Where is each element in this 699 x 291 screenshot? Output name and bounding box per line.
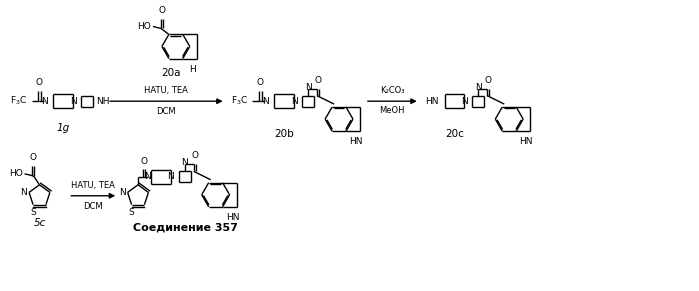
Text: NH: NH bbox=[96, 97, 110, 106]
Text: 20b: 20b bbox=[275, 129, 294, 139]
Text: DCM: DCM bbox=[83, 202, 103, 211]
Text: HATU, TEA: HATU, TEA bbox=[71, 181, 115, 190]
Text: N: N bbox=[70, 97, 77, 106]
Text: O: O bbox=[485, 76, 492, 85]
Text: 1g: 1g bbox=[57, 123, 70, 133]
Text: N: N bbox=[475, 83, 482, 92]
Text: O: O bbox=[315, 76, 322, 85]
Text: F$_3$C: F$_3$C bbox=[231, 95, 248, 107]
Text: S: S bbox=[30, 207, 36, 217]
Text: N: N bbox=[119, 188, 126, 197]
Text: 20c: 20c bbox=[445, 129, 464, 139]
Text: N: N bbox=[291, 97, 298, 106]
Text: N: N bbox=[41, 97, 48, 106]
Text: 20a: 20a bbox=[161, 68, 180, 78]
Text: F$_3$C: F$_3$C bbox=[10, 95, 27, 107]
Text: N: N bbox=[168, 172, 174, 181]
Text: S: S bbox=[129, 207, 134, 217]
Text: Соединение 357: Соединение 357 bbox=[134, 223, 238, 233]
Text: HN: HN bbox=[424, 97, 438, 106]
Text: MeOH: MeOH bbox=[380, 106, 405, 115]
Text: 5c: 5c bbox=[34, 218, 45, 228]
Text: N: N bbox=[305, 83, 312, 92]
Text: N: N bbox=[461, 97, 468, 106]
Text: N: N bbox=[145, 172, 152, 181]
Text: H: H bbox=[189, 65, 196, 74]
Text: N: N bbox=[20, 188, 27, 197]
Text: O: O bbox=[257, 78, 264, 87]
Text: HN: HN bbox=[350, 137, 363, 146]
Text: HN: HN bbox=[519, 137, 533, 146]
Text: HO: HO bbox=[9, 169, 22, 178]
Text: HO: HO bbox=[137, 22, 151, 31]
Text: N: N bbox=[182, 158, 188, 167]
Text: HATU, TEA: HATU, TEA bbox=[145, 86, 188, 95]
Text: HN: HN bbox=[226, 213, 239, 222]
Text: O: O bbox=[36, 78, 43, 87]
Text: O: O bbox=[192, 151, 199, 160]
Text: K₂CO₃: K₂CO₃ bbox=[380, 86, 405, 95]
Text: O: O bbox=[159, 6, 166, 15]
Text: N: N bbox=[262, 97, 269, 106]
Text: O: O bbox=[140, 157, 147, 166]
Text: DCM: DCM bbox=[157, 107, 176, 116]
Text: O: O bbox=[29, 153, 36, 162]
